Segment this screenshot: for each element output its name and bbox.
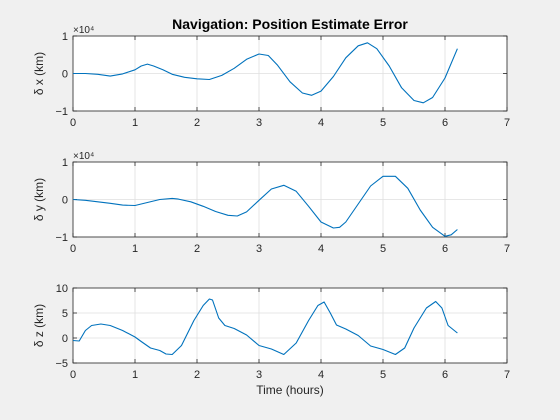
x-tick-label: 2 (194, 243, 200, 255)
x-tick-label: 4 (318, 369, 324, 381)
figure-title: Navigation: Position Estimate Error (172, 16, 408, 32)
axes-box (72, 287, 508, 364)
series-line-y (72, 175, 458, 237)
y-tick-label: 10 (56, 283, 68, 295)
x-tick-label: 2 (194, 369, 200, 381)
x-tick-label: 3 (256, 369, 262, 381)
series-line-z (72, 298, 458, 356)
x-tick-label: 0 (70, 117, 76, 129)
x-tick-label: 1 (132, 117, 138, 129)
y-tick-label: 5 (62, 308, 68, 320)
y-axis-label-z: δ z (km) (32, 304, 46, 347)
y-tick-label: 0 (62, 195, 68, 207)
y-tick-label: 0 (62, 333, 68, 345)
x-tick-label: 6 (442, 243, 448, 255)
x-tick-label: 1 (132, 369, 138, 381)
x-tick-label: 3 (256, 243, 262, 255)
x-tick-label: 5 (380, 117, 386, 129)
x-tick-label: 5 (380, 243, 386, 255)
y-exponent-label: ×10⁴ (73, 151, 94, 162)
x-tick-label: 7 (504, 369, 510, 381)
x-tick-label: 1 (132, 243, 138, 255)
y-axis-label-x: δ x (km) (32, 52, 46, 95)
series-line-x (73, 42, 458, 104)
y-tick-label: −1 (55, 106, 68, 118)
x-tick-label: 5 (380, 369, 386, 381)
y-tick-label: 1 (62, 31, 68, 43)
x-tick-label: 0 (70, 369, 76, 381)
x-tick-label: 6 (442, 117, 448, 129)
y-tick-label: −5 (55, 358, 68, 370)
x-tick-label: 4 (318, 243, 324, 255)
x-tick-label: 7 (504, 117, 510, 129)
x-tick-label: 2 (194, 117, 200, 129)
x-axis-label: Time (hours) (256, 383, 324, 397)
x-tick-label: 3 (256, 117, 262, 129)
y-tick-label: −1 (55, 232, 68, 244)
y-exponent-label: ×10⁴ (73, 25, 94, 36)
x-tick-label: 4 (318, 117, 324, 129)
x-tick-label: 0 (70, 243, 76, 255)
y-axis-label-y: δ y (km) (32, 178, 46, 221)
plot-area (73, 288, 507, 363)
x-tick-label: 6 (442, 369, 448, 381)
x-tick-label: 7 (504, 243, 510, 255)
y-tick-label: 0 (62, 69, 68, 81)
y-tick-label: 1 (62, 157, 68, 169)
